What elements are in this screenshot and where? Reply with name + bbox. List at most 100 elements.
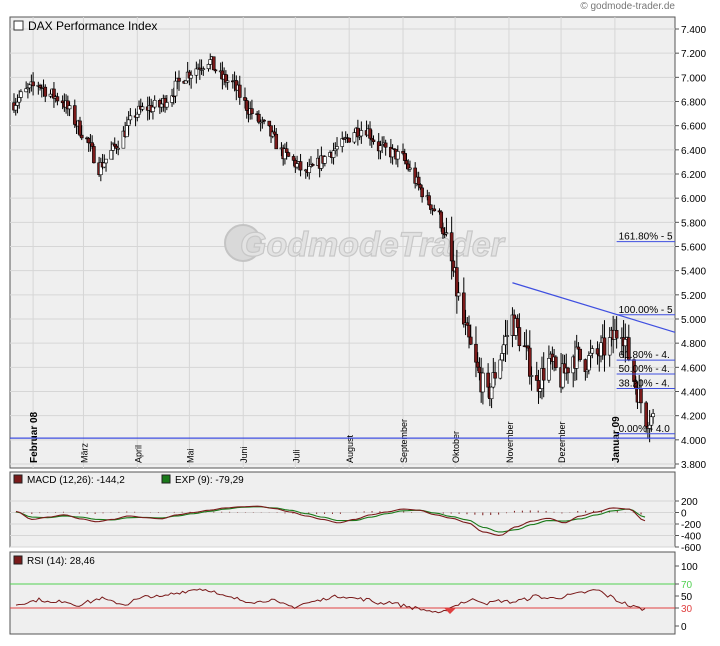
candle-body [416,176,421,185]
fibonacci-label: 0.00% - 4.0 [619,424,671,435]
candle-body [486,372,490,388]
candle-body [607,337,612,356]
chart-title: DAX Performance Index [28,19,157,33]
candle-body [420,187,424,198]
macd-legend-text: EXP (9): -79,29 [175,475,244,486]
watermark-logo: GodmodeTrader [224,224,506,265]
candle-body [67,105,72,110]
candle-body [43,86,48,97]
candle-body [244,100,249,111]
macd-legend-text: MACD (12,26): -144,2 [27,475,125,486]
fibonacci-label: 61.80% - 4. [619,350,670,361]
candle-body [462,292,466,325]
candle-body [352,132,357,143]
signal-line [15,506,646,533]
macd-legend-swatch [13,474,23,484]
candle-body [651,413,655,418]
candle-body [368,128,372,139]
candle-body [404,160,409,165]
candle-body [194,68,199,76]
month-label: Mai [185,448,195,463]
candle-body [125,125,129,138]
candle-body [517,327,522,347]
candle-body [515,318,520,328]
macd-tick-label: -200 [681,520,701,531]
price-tick-label: 7.200 [681,49,706,60]
candle-body [177,77,181,82]
candle-body [566,367,570,374]
candle-body [534,375,539,381]
month-label: Januar 09 [611,416,622,463]
candle-body [356,127,360,138]
price-tick-label: 4.400 [681,388,706,399]
candle-body [383,142,388,148]
candle-body [541,368,546,381]
candle-body [439,211,444,229]
price-tick-label: 6.600 [681,122,706,133]
candle-body [237,84,242,98]
candle-body [427,195,431,206]
price-tick-label: 5.600 [681,243,706,254]
candle-body [595,348,600,355]
macd-line [15,505,646,537]
candle-body [576,346,581,350]
fibonacci-label: 161.80% - 5 [619,232,673,243]
candle-body [140,106,145,110]
candle-body [481,372,485,393]
candle-body [500,353,504,361]
candle-body [444,232,449,235]
candle-body [449,232,454,262]
price-tick-label: 6.400 [681,146,706,157]
candle-body [79,134,84,139]
candle-body [323,156,327,164]
price-panel: 7.400 7.200 7.000 6.800 6.600 6.400 6.200 6.000… [10,17,706,471]
candle-body [465,322,470,326]
candles [12,53,655,443]
candle-body [152,100,157,108]
candle-body [201,68,206,70]
price-tick-label: 6.200 [681,170,706,181]
candle-body [554,356,558,368]
price-tick-label: 4.600 [681,363,706,374]
candle-body [211,56,216,71]
macd-tick-label: -400 [681,532,701,543]
candle-body [295,163,299,168]
candle-body [475,361,480,368]
candle-body [102,162,107,168]
rsi-tick-label: 50 [681,592,693,603]
candle-body [331,150,336,158]
macd-tick-label: -600 [681,543,701,554]
candle-body [225,80,230,83]
candle-body [243,97,247,101]
candle-body [86,138,91,144]
month-label: Februar 08 [29,411,40,463]
candle-body [493,372,497,379]
month-label: September [399,419,409,463]
candle-body [78,120,82,136]
candle-body [284,148,289,153]
candle-body [455,267,459,297]
candle-body [208,59,213,65]
rsi-legend-text: RSI (14): 28,46 [27,556,95,567]
month-label: Juni [239,446,249,463]
price-tick-label: 4.000 [681,436,706,447]
month-label: Oktober [451,431,461,463]
candle-body [17,97,22,103]
candle-body [614,330,619,339]
candle-body [13,105,18,111]
candle-body [19,91,23,98]
candle-body [31,81,35,87]
candle-body [291,156,296,161]
rsi-legend-swatch [13,555,23,565]
month-label: März [79,443,89,463]
candle-body [588,352,593,356]
candle-body [456,292,461,297]
candle-body [165,102,169,108]
candle-body [104,158,108,164]
price-tick-label: 4.200 [681,412,706,423]
candle-body [474,343,478,363]
rsi-tick-label: 30 [681,604,693,615]
chart-panel-1 [9,16,676,469]
